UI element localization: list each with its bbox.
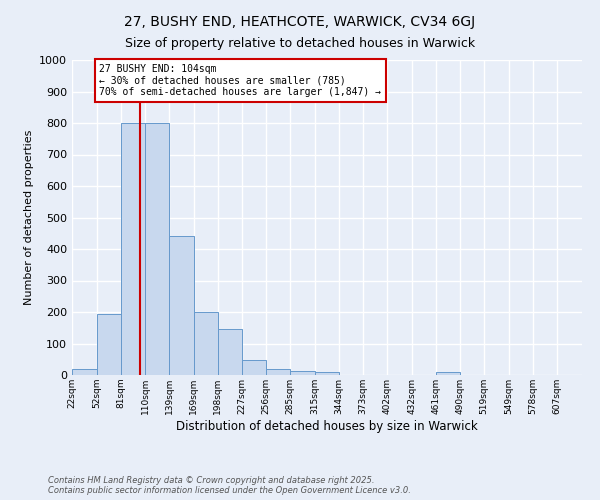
Bar	[266, 370, 290, 375]
Y-axis label: Number of detached properties: Number of detached properties	[23, 130, 34, 305]
Text: Size of property relative to detached houses in Warwick: Size of property relative to detached ho…	[125, 38, 475, 51]
Text: 27 BUSHY END: 104sqm
← 30% of detached houses are smaller (785)
70% of semi-deta: 27 BUSHY END: 104sqm ← 30% of detached h…	[100, 64, 382, 98]
Bar	[218, 330, 242, 375]
Bar	[194, 312, 218, 375]
X-axis label: Distribution of detached houses by size in Warwick: Distribution of detached houses by size …	[176, 420, 478, 432]
Bar	[436, 372, 460, 375]
Bar	[169, 236, 194, 375]
Bar	[121, 123, 145, 375]
Text: Contains HM Land Registry data © Crown copyright and database right 2025.
Contai: Contains HM Land Registry data © Crown c…	[48, 476, 411, 495]
Bar	[290, 371, 315, 375]
Bar	[72, 368, 97, 375]
Bar	[242, 360, 266, 375]
Text: 27, BUSHY END, HEATHCOTE, WARWICK, CV34 6GJ: 27, BUSHY END, HEATHCOTE, WARWICK, CV34 …	[124, 15, 476, 29]
Bar	[145, 123, 169, 375]
Bar	[97, 314, 121, 375]
Bar	[315, 372, 339, 375]
